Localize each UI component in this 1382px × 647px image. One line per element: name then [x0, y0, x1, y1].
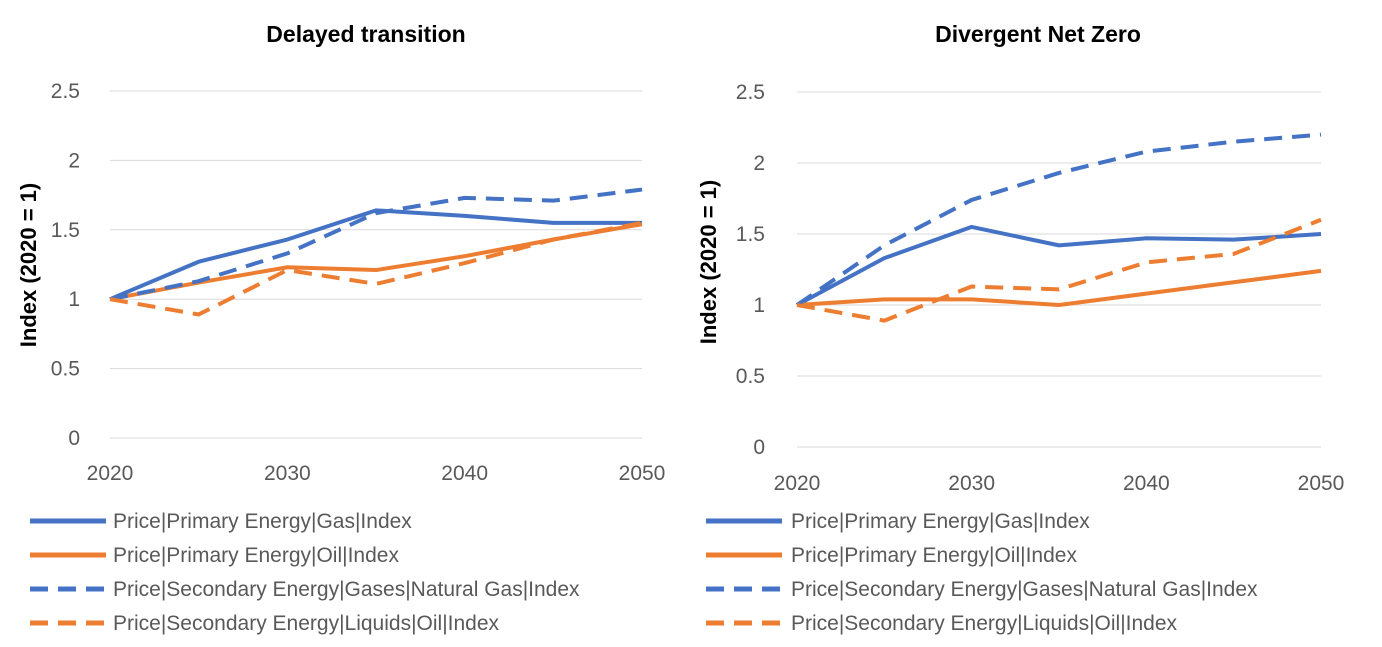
chart1-x-tick-label: 2030 — [264, 462, 311, 485]
chart2-x-tick-label: 2020 — [774, 472, 821, 495]
chart1-series-line-4 — [109, 220, 643, 317]
chart2-x-tick-label: 2030 — [948, 472, 995, 495]
chart2-y-axis-label: Index (2020 = 1) — [696, 180, 721, 344]
chart1-y-tick-label: 1.5 — [51, 219, 80, 242]
chart1-series-line-3 — [109, 187, 643, 302]
chart2-y-tick-label: 0 — [753, 436, 765, 459]
chart1-title: Delayed transition — [266, 21, 465, 47]
chart2-legend-label-4: Price|Secondary Energy|Liquids|Oil|Index — [791, 612, 1178, 635]
chart1-legend-label-3: Price|Secondary Energy|Gases|Natural Gas… — [113, 578, 580, 601]
chart1-series-line-2 — [109, 222, 643, 302]
chart2-series-line-4 — [796, 217, 1322, 323]
chart2-x-tick-label: 2040 — [1123, 472, 1170, 495]
chart2-y-tick-label: 1 — [753, 294, 765, 317]
chart1-x-tick-label: 2050 — [619, 462, 666, 485]
chart2-y-tick-label: 2.5 — [736, 81, 765, 104]
chart1-legend-label-1: Price|Primary Energy|Gas|Index — [113, 510, 412, 533]
chart1-y-axis-label: Index (2020 = 1) — [16, 183, 41, 347]
chart2-legend-label-1: Price|Primary Energy|Gas|Index — [791, 510, 1090, 533]
chart1-y-tick-label: 0 — [68, 427, 80, 450]
chart2-series-line-1 — [796, 224, 1322, 307]
chart2-series-line-2 — [796, 268, 1322, 307]
chart1-x-tick-label: 2020 — [87, 462, 134, 485]
chart1-y-tick-label: 0.5 — [51, 358, 80, 381]
chart1-y-tick-label: 2.5 — [51, 80, 80, 103]
chart1-series-line-1 — [109, 208, 642, 302]
chart2-y-tick-label: 1.5 — [736, 223, 765, 246]
chart1-legend-label-4: Price|Secondary Energy|Liquids|Oil|Index — [113, 612, 500, 635]
chart1-y-tick-label: 1 — [68, 288, 80, 311]
chart1-x-tick-label: 2040 — [441, 462, 488, 485]
chart2-legend-label-2: Price|Primary Energy|Oil|Index — [791, 544, 1077, 567]
chart2-y-tick-label: 0.5 — [736, 365, 765, 388]
chart2-legend-label-3: Price|Secondary Energy|Gases|Natural Gas… — [791, 578, 1258, 601]
chart1-legend-label-2: Price|Primary Energy|Oil|Index — [113, 544, 399, 567]
chart2-x-tick-label: 2050 — [1298, 472, 1345, 495]
chart1-y-tick-label: 2 — [68, 149, 80, 172]
chart2-y-tick-label: 2 — [753, 152, 765, 175]
chart2-title: Divergent Net Zero — [935, 21, 1141, 47]
chart2-series-line-3 — [795, 132, 1322, 307]
